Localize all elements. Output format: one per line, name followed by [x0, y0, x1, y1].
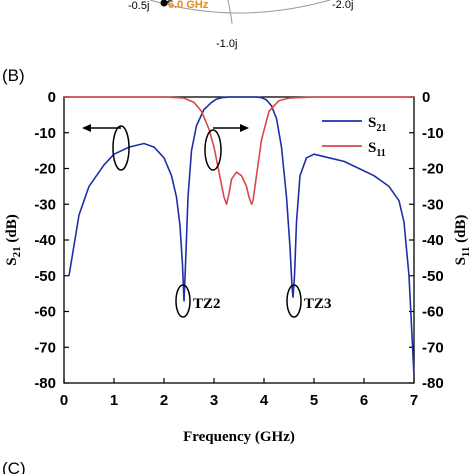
y-tick-label-left: -30: [34, 196, 56, 213]
smith-marker: [160, 0, 168, 7]
x-tick-label: 0: [60, 392, 68, 409]
x-tick-label: 2: [160, 392, 168, 409]
tz2-ellipse: [175, 284, 191, 318]
tz3-ellipse: [286, 284, 302, 318]
y-tick-label-right: -10: [422, 125, 444, 142]
y-tick-label-right: -70: [422, 339, 444, 356]
right-arrowhead: [240, 124, 249, 132]
left-axis: 0 -10 -20 -30 -40 -50 -60 -70 -80: [34, 89, 69, 392]
y-tick-label-left: -40: [34, 232, 56, 249]
y-tick-label-left: 0: [48, 89, 56, 106]
legend-label-s11: S11: [368, 140, 386, 159]
y-tick-label-right: -40: [422, 232, 444, 249]
x-tick-label: 1: [110, 392, 118, 409]
tz2-annotation: TZ2: [175, 284, 221, 318]
smith-outer-arc: [149, 0, 331, 14]
smith-inner-arc: [227, 0, 233, 25]
series-line-s11: [64, 96, 414, 206]
y-tick-label-left: -80: [34, 375, 56, 392]
y-tick-label-left: -70: [34, 339, 56, 356]
right-indicator-ellipse: [204, 129, 222, 171]
left-axis-indicator: [82, 124, 130, 171]
y-tick-label-right: -80: [422, 375, 444, 392]
tz2-label: TZ2: [193, 296, 221, 312]
left-arrowhead: [82, 124, 91, 132]
y-tick-label-right: -50: [422, 268, 444, 285]
smith-label-neg1: -1.0j: [216, 38, 237, 50]
x-tick-label: 3: [210, 392, 218, 409]
x-tick-label: 5: [310, 392, 318, 409]
tz3-annotation: TZ3: [286, 284, 332, 318]
x-tick-label: 7: [410, 392, 418, 409]
panel-label-c: (C): [2, 459, 26, 474]
tz3-label: TZ3: [304, 296, 332, 312]
series-line-s21: [68, 96, 415, 376]
left-indicator-ellipse: [112, 125, 130, 171]
y-tick-label-left: -50: [34, 268, 56, 285]
y-tick-label-right: -60: [422, 304, 444, 321]
series-layer: [64, 96, 415, 376]
y-axis-label-left: S21 (dB): [4, 214, 23, 265]
legend-label-s21: S21: [368, 115, 386, 134]
smith-label-neg2: -2.0j: [332, 0, 353, 11]
plot-frame: [63, 96, 415, 384]
y-tick-label-right: 0: [422, 89, 430, 106]
smith-marker-label: 6.0 GHz: [168, 0, 209, 11]
panel-label-b: (B): [2, 66, 25, 85]
right-axis-indicator: [204, 124, 249, 171]
y-tick-label-left: -10: [34, 125, 56, 142]
y-tick-label-right: -20: [422, 161, 444, 178]
y-tick-label-right: -30: [422, 196, 444, 213]
y-tick-label-left: -60: [34, 304, 56, 321]
smith-chart-fragment: -0.5j 6.0 GHz -1.0j -2.0j: [128, 0, 353, 50]
legend: S21 S11: [322, 115, 386, 159]
x-axis-label: Frequency (GHz): [183, 429, 295, 445]
right-axis: 0 -10 -20 -30 -40 -50 -60 -70 -80: [409, 89, 444, 392]
smith-label-neg05: -0.5j: [128, 0, 149, 12]
y-tick-label-left: -20: [34, 161, 56, 178]
y-axis-label-right: S11 (dB): [453, 215, 472, 266]
s-parameter-chart: 0 -10 -20 -30 -40 -50 -60 -70 -80 0 -10 -20 -30 -40 -…: [4, 89, 472, 445]
x-axis: 0 1 2 3 4 5 6 7: [60, 378, 418, 409]
x-tick-label: 6: [360, 392, 368, 409]
x-tick-label: 4: [260, 392, 269, 409]
